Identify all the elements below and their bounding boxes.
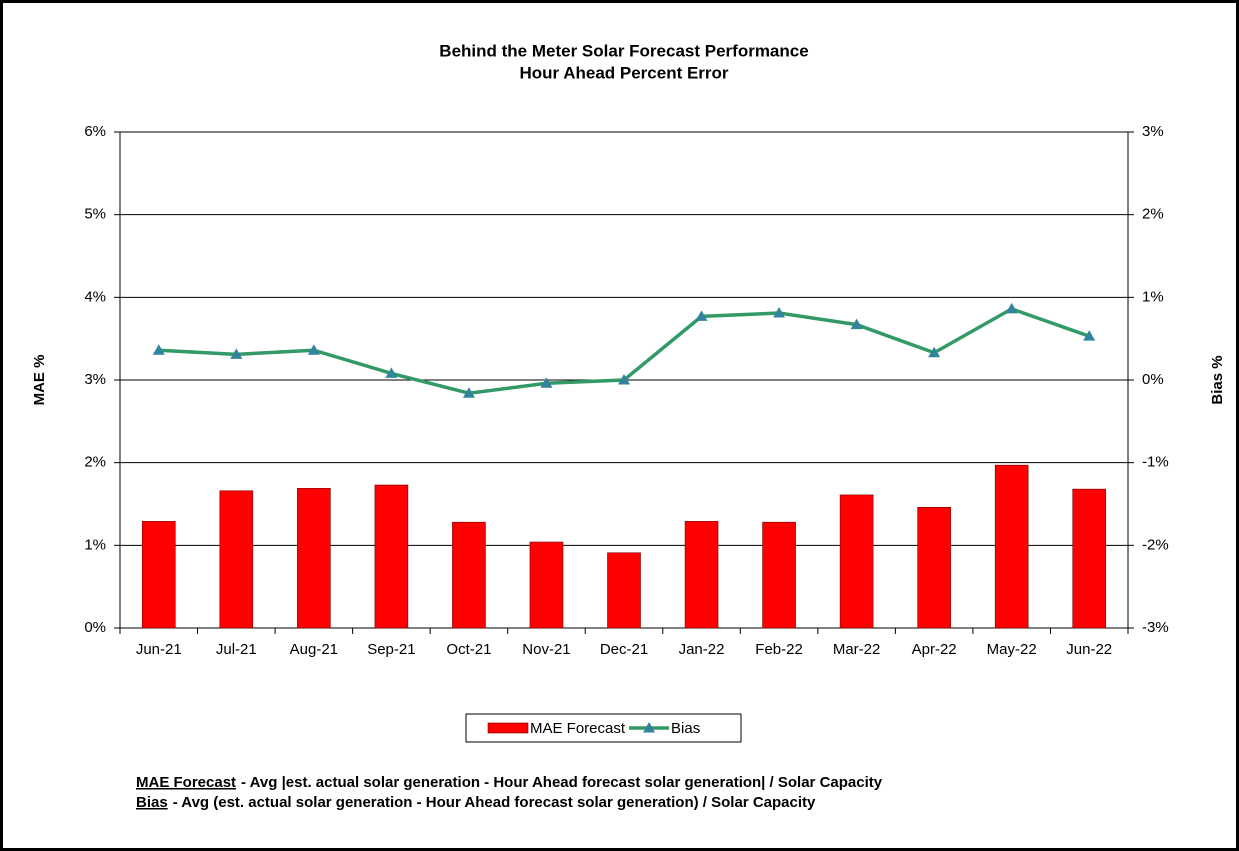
bar [297,487,331,629]
x-tick-label: Feb-22 [755,641,803,658]
bar [529,541,564,629]
legend-swatch [487,722,529,734]
y2-tick-label: 1% [1142,288,1164,305]
bar [684,521,719,629]
x-tick-label: Jul-21 [216,641,257,658]
y-tick-label: 1% [84,536,106,553]
x-tick-label: Dec-21 [600,641,648,658]
bar [141,521,176,629]
y-tick-label: 6% [84,123,106,140]
x-tick-label: Nov-21 [522,641,570,658]
x-tick-label: Jun-22 [1066,641,1112,658]
bar [452,521,486,629]
x-tick-label: Jun-21 [136,641,182,658]
legend-label: MAE Forecast [530,720,626,737]
y2-tick-label: -1% [1142,454,1169,471]
footnote-text: - Avg (est. actual solar generation - Ho… [173,794,816,811]
bar [374,484,409,629]
bar [839,494,874,629]
y-tick-label: 0% [84,619,106,636]
marker [307,344,320,355]
bar [917,507,951,629]
y-tick-label: 4% [84,288,106,305]
footnote-term: Bias [136,794,168,811]
marker [152,344,165,355]
marker [462,387,475,398]
x-tick-label: Sep-21 [367,641,415,658]
legend-label: Bias [671,720,700,737]
marker [618,374,630,385]
marker [1083,330,1096,341]
bar [1072,488,1107,629]
x-tick-label: Aug-21 [290,641,338,658]
footnote-text: - Avg |est. actual solar generation - Ho… [241,774,883,791]
footnote: MAE Forecast - Avg |est. actual solar gen… [136,774,883,791]
y2-axis-label: Bias % [1209,355,1226,404]
y2-tick-label: -2% [1142,536,1169,553]
marker [1005,302,1018,314]
marker [695,310,708,321]
x-tick-label: Mar-22 [833,641,881,658]
bar [219,490,254,629]
y-tick-label: 3% [84,371,106,388]
y2-tick-label: -3% [1142,619,1169,636]
y-axis-label: MAE % [31,355,48,406]
marker [385,367,398,378]
legend-marker [643,722,656,733]
marker [850,318,863,330]
bar [607,552,641,629]
footnote-term: MAE Forecast [136,774,236,791]
chart-subtitle: Hour Ahead Percent Error [519,63,728,82]
marker [540,377,553,388]
x-tick-label: May-22 [987,641,1037,658]
chart-title: Behind the Meter Solar Forecast Performa… [439,41,808,60]
x-tick-label: Apr-22 [912,641,957,658]
y-tick-label: 2% [84,454,106,471]
y2-tick-label: 3% [1142,123,1164,140]
bar [762,521,796,629]
bar [994,464,1029,629]
footnote: Bias - Avg (est. actual solar generation … [136,794,816,811]
marker [230,348,243,359]
x-tick-label: Oct-21 [446,641,491,658]
x-tick-label: Jan-22 [679,641,725,658]
y2-tick-label: 0% [1142,371,1164,388]
marker [773,307,786,318]
marker [928,346,941,358]
y-tick-label: 5% [84,206,106,223]
y2-tick-label: 2% [1142,206,1164,223]
